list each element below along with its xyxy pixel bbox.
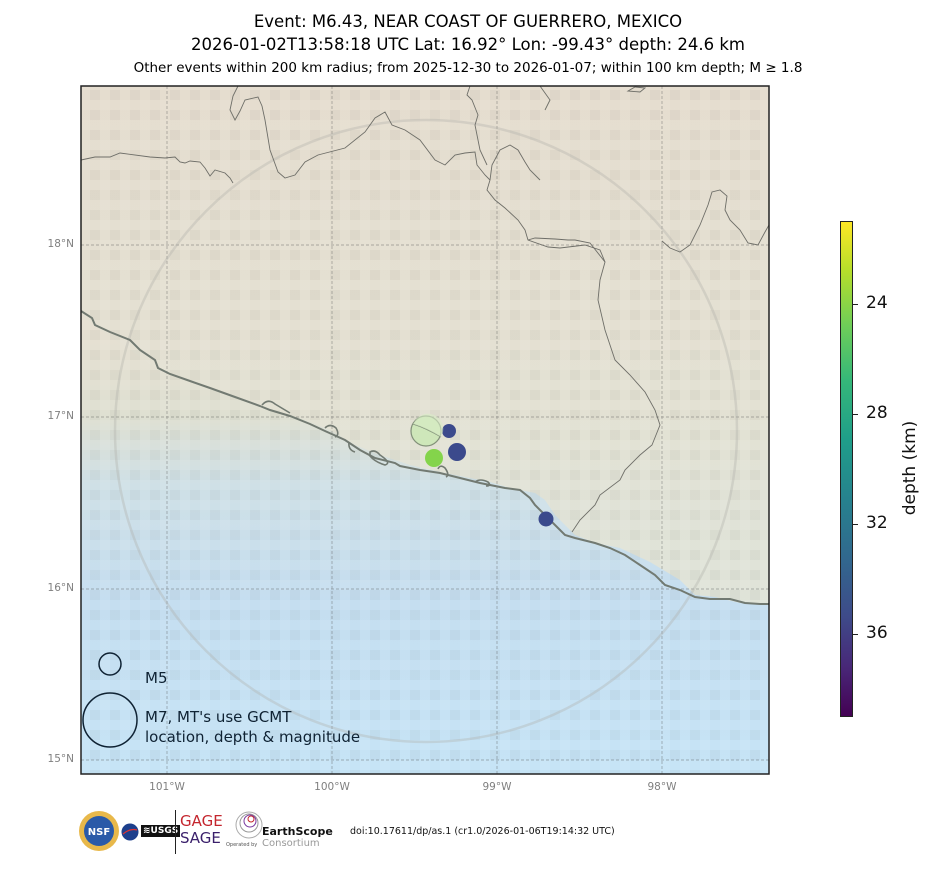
- title-search-criteria: Other events within 200 km radius; from …: [133, 60, 803, 76]
- colorbar-label-36: 36: [866, 623, 888, 643]
- lon-tick-100w: 100°W: [314, 781, 350, 793]
- nasa-logo: [121, 823, 139, 841]
- legend-m5-label: M5: [145, 669, 168, 687]
- legend-m7-circle: [82, 692, 138, 748]
- legend-m7-line1: M7, MT's use GCMT: [145, 708, 292, 726]
- event-marker[interactable]: [425, 449, 443, 467]
- state-borders: [80, 85, 770, 533]
- earthscope-logo-icon: [235, 811, 263, 839]
- operated-by-text: Operated by: [226, 842, 258, 848]
- event-marker[interactable]: [448, 443, 466, 461]
- legend-m7-label: M7, MT's use GCMT location, depth & magn…: [145, 707, 360, 747]
- main-event-focal-mechanism[interactable]: [410, 413, 444, 447]
- footer-logos: NSF ≋USGS GAGE SAGE Operated by EarthSco…: [78, 808, 778, 854]
- colorbar-label-24: 24: [866, 293, 888, 313]
- events-layer: [425, 424, 554, 527]
- title-event-details: 2026-01-02T13:58:18 UTC Lat: 16.92° Lon:…: [191, 35, 745, 54]
- lon-tick-99w: 99°W: [482, 781, 512, 793]
- lon-tick-101w: 101°W: [149, 781, 185, 793]
- event-marker[interactable]: [442, 424, 456, 438]
- lon-tick-98w: 98°W: [647, 781, 677, 793]
- legend-m5-circle: [98, 652, 122, 676]
- coastline: [80, 310, 769, 605]
- legend-m7-line2: location, depth & magnitude: [145, 728, 361, 746]
- colorbar-label-28: 28: [866, 403, 888, 423]
- depth-colorbar: [840, 221, 853, 717]
- usgs-logo: ≋USGS: [141, 825, 181, 837]
- gage-logo: GAGE: [180, 812, 223, 830]
- title-event: Event: M6.43, NEAR COAST OF GUERRERO, ME…: [253, 12, 683, 31]
- earthscope-text: EarthScope: [262, 825, 333, 838]
- doi-text: doi:10.17611/dp/as.1 (cr1.0/2026-01-06T1…: [350, 826, 615, 837]
- search-radius-circle: [113, 118, 739, 744]
- event-marker[interactable]: [538, 511, 554, 527]
- colorbar-tick: [853, 634, 858, 635]
- map-panel: [80, 85, 770, 775]
- map-frame: [80, 85, 770, 775]
- lat-tick-16n: 16°N: [47, 582, 74, 594]
- colorbar-tick: [853, 414, 858, 415]
- colorbar-tick: [853, 524, 858, 525]
- divider: [175, 810, 176, 854]
- lat-tick-15n: 15°N: [47, 753, 74, 765]
- colorbar-tick: [853, 304, 858, 305]
- colorbar-label-32: 32: [866, 513, 888, 533]
- svg-text:NSF: NSF: [88, 827, 110, 838]
- lat-tick-18n: 18°N: [47, 238, 74, 250]
- lat-tick-17n: 17°N: [47, 410, 74, 422]
- consortium-text: Consortium: [262, 838, 320, 849]
- colorbar-title: depth (km): [900, 420, 920, 516]
- sage-logo: SAGE: [180, 829, 221, 847]
- magnitude-legend: [82, 652, 138, 748]
- nsf-logo: NSF: [79, 811, 119, 851]
